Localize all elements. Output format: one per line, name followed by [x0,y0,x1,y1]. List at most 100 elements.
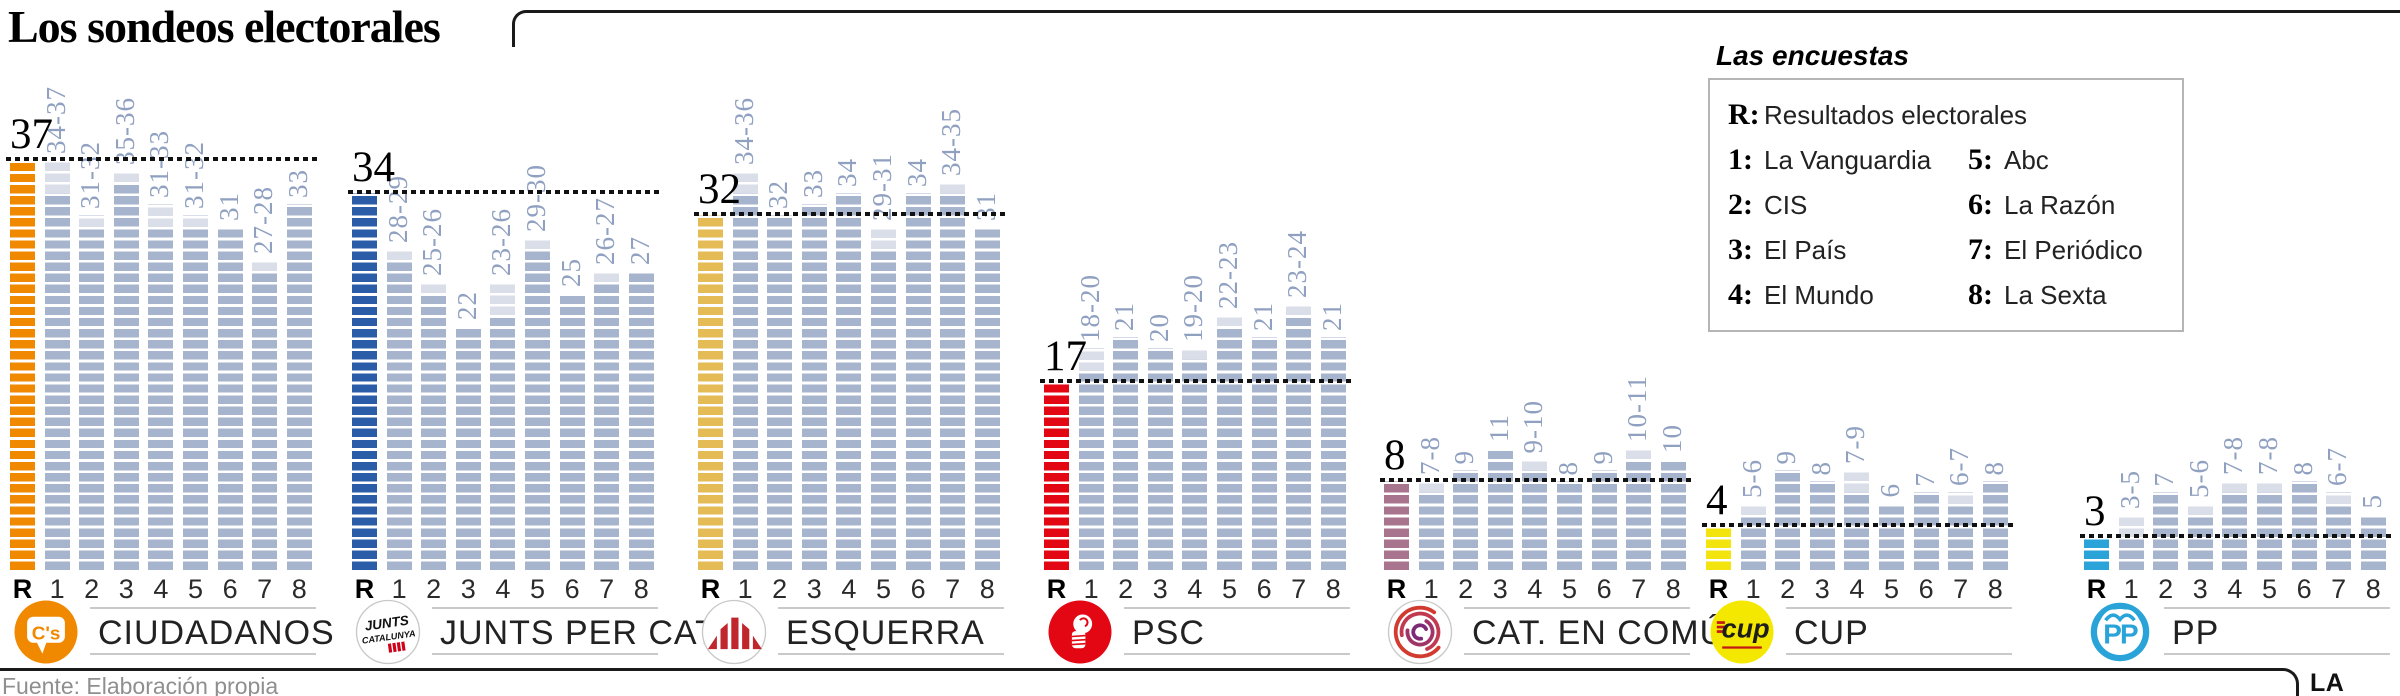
poll-bar-min [1775,470,1801,570]
poll-label: 23-26 [486,207,517,276]
poll-bar-min [2222,492,2248,570]
poll-label: 9-10 [1518,399,1549,454]
result-bar [1384,481,1409,570]
poll-bar-range [1078,348,1104,371]
poll-label: 33 [282,169,313,199]
party-group-cup: 5-6 9 8 7-9 6 7 6-7 8 4 R 1 2 3 4 5 6 7 8 cup CUP [1702,0,2024,696]
axis-label-r: R [700,574,721,604]
axis-label-1: 1 [2123,574,2139,604]
poll-bar-min [905,193,931,570]
party-band-line-bottom [778,653,1004,655]
axis-label-3: 3 [460,574,476,604]
poll-bar-min [1591,470,1617,570]
poll-bar-min [1948,503,1974,570]
legend-key: 4: [1728,278,1753,312]
axis-label-6: 6 [1256,574,1272,604]
poll-bar-range [2222,481,2248,493]
poll-bar-min [217,226,243,570]
poll-bar-min [525,248,550,570]
poll-bar-range [1217,315,1242,327]
legend-label: El Mundo [1764,280,1874,311]
poll-label: 7 [2149,471,2180,487]
legend-entry-7: 7: El Periódico [1968,233,2164,267]
axis-label-5: 5 [1221,574,1238,604]
axis-label-2: 2 [426,574,442,604]
poll-label: 5 [2356,494,2387,509]
axis-label-2: 2 [1118,574,1134,604]
poll-bar-min [2118,536,2144,570]
poll-label: 8 [2287,460,2318,476]
poll-label: 34 [901,158,932,188]
result-line [1040,378,1354,383]
poll-label: 27-28 [248,185,279,254]
axis-label-7: 7 [1953,574,1969,604]
svg-text:cup: cup [1722,613,1770,643]
poll-bar-min [1320,337,1346,570]
axis-label-1: 1 [49,574,65,604]
poll-bar-min [44,193,70,570]
axis-label-2: 2 [1458,574,1474,604]
poll-bar-range [1948,492,1974,504]
poll-bar-range [940,182,966,194]
poll-label: 7-9 [1840,425,1871,465]
axis-label-1: 1 [1423,574,1439,604]
poll-label: 19-20 [1178,274,1209,343]
poll-bar-min [2257,492,2282,570]
poll-bar-min [252,270,278,570]
esquerra-logo [701,599,767,665]
poll-bar-min [421,293,447,570]
publisher-credit: LA VOZ [2310,669,2344,696]
axis-label-3: 3 [2192,574,2208,604]
party-band-line-top [778,607,1004,609]
poll-bar-range [871,226,896,249]
legend-box: R: Resultados electorales 1: La Vanguardia… [1708,78,2184,332]
axis-label-6: 6 [910,574,926,604]
party-name: JUNTS PER CAT. [440,614,724,652]
result-bar [698,215,723,570]
poll-bar-min [79,226,105,570]
legend-label: Abc [2004,144,2049,175]
axis-label-5: 5 [1561,574,1578,604]
result-line [348,190,662,195]
poll-bar-range [1286,304,1312,316]
axis-label-7: 7 [1631,574,1647,604]
axis-label-7: 7 [257,574,273,604]
poll-label: 7-8 [1414,436,1445,476]
axis-label-8: 8 [2365,574,2381,604]
axis-label-5: 5 [187,574,204,604]
poll-label: 25 [555,258,586,287]
party-name: CAT. EN COMÚ [1472,614,1726,652]
legend-key: 5: [1968,142,1993,176]
party-band-line-bottom [2164,653,2390,655]
party-band-line-bottom [90,653,316,655]
poll-label: 6-7 [1944,447,1975,487]
legend-entry-6: 6: La Razón [1968,188,2164,222]
poll-label: 31 [213,191,244,221]
cup-logo: cup [1710,600,1774,664]
source-note: Fuente: Elaboración propia [2,673,279,696]
axis-label-4: 4 [2227,574,2243,604]
poll-bar-min [455,326,481,570]
party-name: PSC [1132,614,1205,652]
party-name: CIUDADANOS [98,614,335,652]
poll-bar-min [1913,492,1939,570]
poll-bar-min [836,193,862,570]
poll-label: 22 [451,291,482,321]
poll-bar-range [252,259,278,271]
poll-label: 9 [1587,449,1618,465]
legend-key: 6: [1968,187,1993,221]
poll-bar-min [490,315,516,570]
poll-label: 27 [624,235,655,265]
party-band-line-top [90,607,316,609]
poll-label: 35-36 [109,97,140,166]
poll-bar-range [183,215,208,227]
svg-text:JUNTS: JUNTS [364,613,410,634]
legend-label: La Razón [2004,189,2116,220]
poll-bar-min [1147,348,1173,570]
party-band-line-bottom [1124,653,1350,655]
legend-key: 8: [1968,278,1993,312]
poll-bar-range [113,171,139,183]
party-name: ESQUERRA [786,614,985,652]
